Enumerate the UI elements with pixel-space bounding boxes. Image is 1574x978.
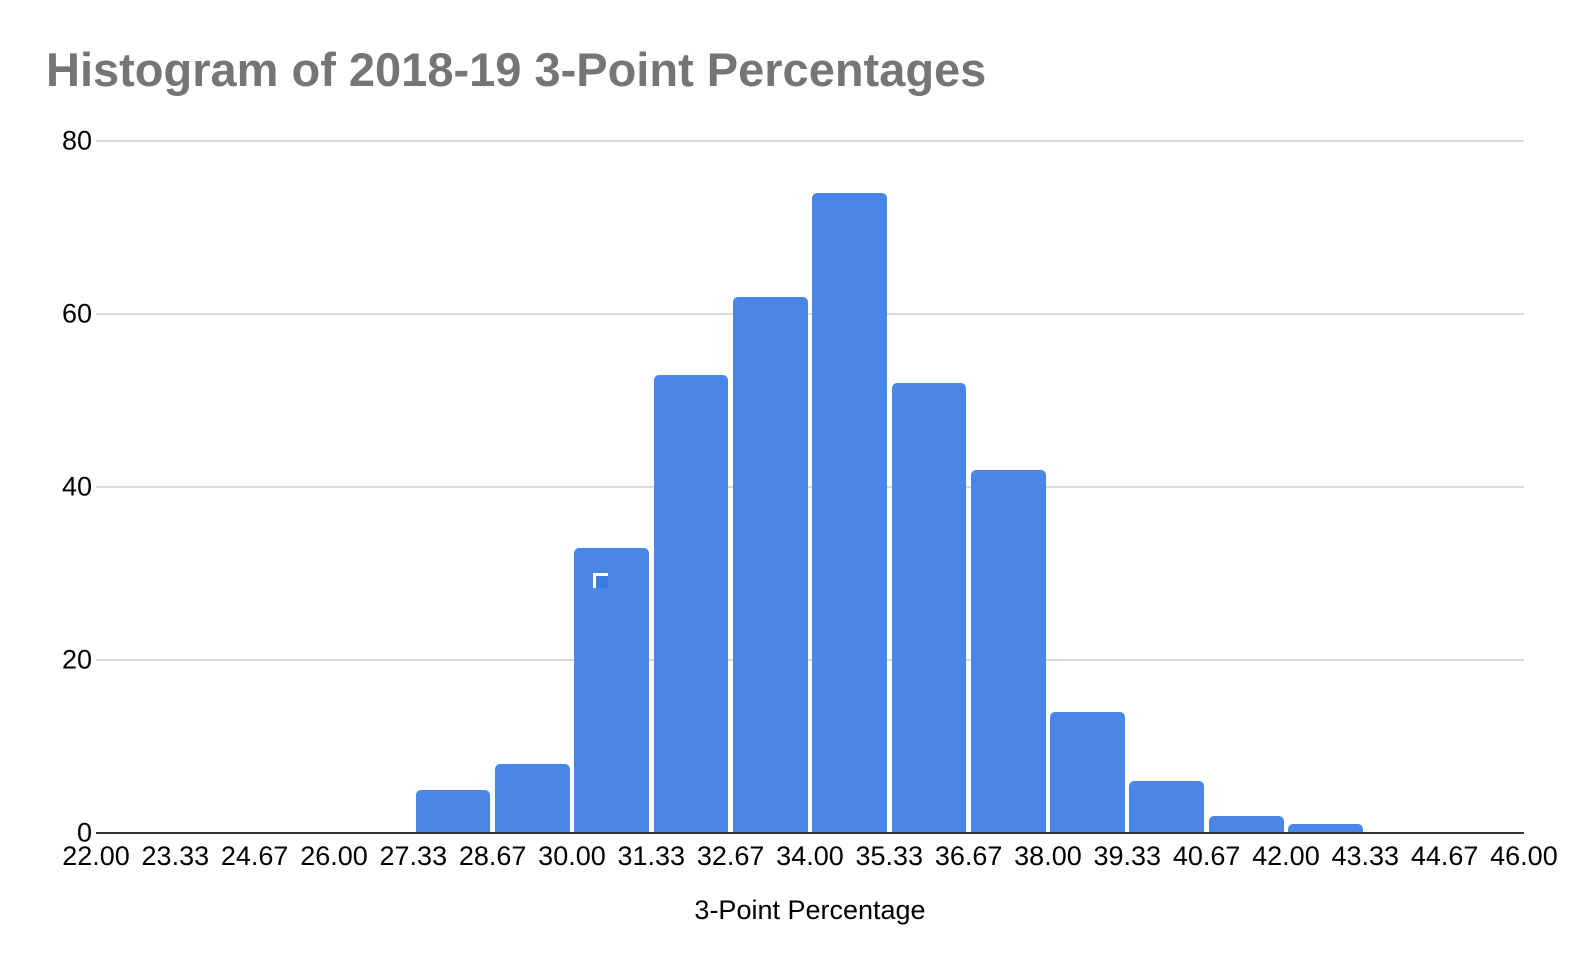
x-axis-tick-label: 31.33 xyxy=(617,841,686,871)
x-axis-tick-label: 40.67 xyxy=(1172,841,1241,871)
x-axis-title: 3-Point Percentage xyxy=(694,895,926,925)
x-axis-tick-label: 26.00 xyxy=(300,841,368,871)
x-axis-tick-label: 27.33 xyxy=(379,841,448,871)
gridline xyxy=(96,313,1524,315)
x-axis-tick-label: 42.00 xyxy=(1252,841,1320,871)
selection-handle-artifact xyxy=(593,573,608,588)
histogram-bar xyxy=(653,374,729,833)
x-axis-tick-label: 35.33 xyxy=(855,841,924,871)
x-axis-tick-label: 43.33 xyxy=(1331,841,1400,871)
x-axis-tick-label: 23.33 xyxy=(141,841,210,871)
histogram-bar xyxy=(574,547,650,833)
histogram-bar xyxy=(1129,781,1205,833)
histogram-bar xyxy=(1050,711,1126,833)
histogram-bar xyxy=(1288,824,1364,833)
x-axis-tick-label: 39.33 xyxy=(1093,841,1162,871)
x-axis-tick-label: 38.00 xyxy=(1014,841,1082,871)
x-axis-tick-label: 22.00 xyxy=(62,841,130,871)
x-axis-tick-label: 34.00 xyxy=(776,841,844,871)
gridline xyxy=(96,659,1524,661)
x-axis-tick-label: 44.67 xyxy=(1410,841,1479,871)
y-axis-tick-label: 60 xyxy=(61,298,92,329)
y-axis-tick-label: 80 xyxy=(61,125,92,156)
histogram-bar xyxy=(732,296,808,833)
x-axis-tick-label: 24.67 xyxy=(220,841,289,871)
histogram-bar xyxy=(494,763,570,833)
x-axis-tick-label: 32.67 xyxy=(696,841,765,871)
x-axis-tick-label: 30.00 xyxy=(538,841,606,871)
x-axis-line xyxy=(96,831,1524,835)
chart-title: Histogram of 2018-19 3-Point Percentages xyxy=(46,43,987,96)
x-axis-tick-label: 46.00 xyxy=(1490,841,1558,871)
y-axis-tick-label: 40 xyxy=(61,471,92,502)
histogram-bar xyxy=(1208,815,1284,833)
gridline xyxy=(96,140,1524,142)
y-axis-tick-label: 20 xyxy=(61,644,92,675)
histogram-bar xyxy=(415,789,491,833)
x-axis-tick-label: 28.67 xyxy=(458,841,527,871)
x-axis-tick-label: 36.67 xyxy=(934,841,1003,871)
histogram-bar xyxy=(891,383,967,833)
y-axis-tick-label: 0 xyxy=(76,817,92,848)
histogram-bar xyxy=(970,469,1046,833)
histogram-bar xyxy=(812,192,888,833)
gridline xyxy=(96,486,1524,488)
